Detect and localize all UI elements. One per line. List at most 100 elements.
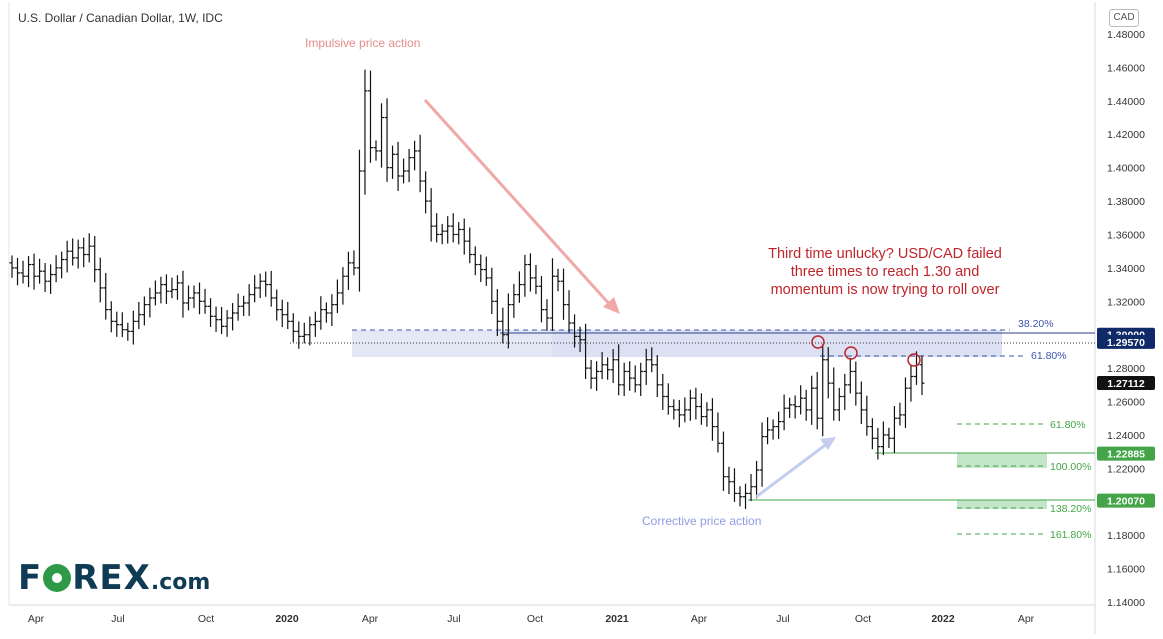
ohlc-bar (693, 387, 699, 420)
ohlc-bar (42, 263, 48, 292)
y-tick-label: 1.22000 (1107, 463, 1145, 475)
callout-line-1: Third time unlucky? USD/CAD failed (768, 246, 1002, 262)
ohlc-bar (296, 321, 302, 349)
ohlc-bar (886, 427, 892, 448)
ohlc-bar (26, 256, 32, 288)
price-tag: 1.22885 (1097, 446, 1155, 461)
ohlc-bar (908, 365, 914, 402)
ohlc-bar (891, 406, 897, 453)
price-tag-label: 1.22885 (1107, 449, 1145, 461)
forex-logo: F REX.com (18, 558, 210, 598)
ohlc-bar (605, 357, 611, 380)
ohlc-bar (439, 223, 445, 245)
impulsive-arrow (423, 98, 614, 309)
ohlc-bar (53, 255, 59, 283)
ohlc-bar (858, 381, 864, 425)
logo-letter-f: F (18, 558, 43, 598)
ohlc-bar (792, 395, 798, 419)
ohlc-bar (379, 103, 385, 168)
price-tag-label: 1.29570 (1107, 337, 1145, 349)
ohlc-bar (781, 394, 787, 431)
ohlc-bar (158, 276, 164, 304)
ohlc-bar (274, 289, 280, 321)
ohlc-bar (853, 361, 859, 406)
fib-zone-green-2 (957, 500, 1047, 509)
ohlc-bar (412, 140, 418, 171)
ohlc-bar (75, 239, 81, 269)
ohlc-bar (814, 371, 820, 430)
ohlc-bar (86, 233, 92, 263)
y-tick-label: 1.48000 (1107, 29, 1145, 41)
ohlc-bar (31, 253, 37, 290)
ohlc-bar (340, 267, 346, 305)
ohlc-bar (434, 213, 440, 243)
ohlc-bar (373, 140, 379, 161)
ohlc-bar (152, 280, 158, 306)
ohlc-bar (395, 141, 401, 191)
ohlc-bar (97, 257, 103, 303)
y-tick-label: 1.24000 (1107, 430, 1145, 442)
ohlc-bar (423, 171, 429, 214)
y-tick-label: 1.38000 (1107, 196, 1145, 208)
ohlc-bar (450, 213, 456, 243)
ohlc-bar (174, 275, 180, 300)
y-tick-label: 1.42000 (1107, 129, 1145, 141)
currency-button[interactable]: CAD (1109, 9, 1139, 27)
ohlc-bar (583, 323, 589, 380)
ohlc-bar (70, 238, 76, 266)
ohlc-bar (241, 295, 247, 316)
price-tag-label: 1.27112 (1107, 378, 1145, 390)
ohlc-bar (428, 188, 434, 242)
ohlc-bar (809, 375, 815, 425)
logo-suffix: .com (150, 570, 211, 595)
ohlc-bar (726, 466, 732, 495)
ohlc-bar (257, 273, 263, 299)
ohlc-bar (268, 270, 274, 307)
ohlc-bar (334, 279, 340, 314)
ohlc-bar (798, 385, 804, 415)
ohlc-bar (599, 352, 605, 380)
ohlc-bar (356, 149, 362, 292)
ohlc-bar (643, 348, 649, 385)
ohlc-bar (252, 275, 258, 303)
ohlc-bar (759, 422, 765, 487)
ohlc-bar (770, 419, 776, 440)
ohlc-bar (687, 389, 693, 421)
ohlc-bar (776, 411, 782, 440)
ohlc-bar (108, 301, 114, 333)
y-tick-label: 1.44000 (1107, 96, 1145, 108)
ohlc-bar (880, 421, 886, 456)
x-tick-label: Oct (527, 613, 543, 625)
fib-zone-green-1 (957, 453, 1047, 468)
peak-circle-2 (844, 346, 858, 360)
annotation-corrective: Corrective price action (642, 514, 761, 528)
ohlc-bar (461, 218, 467, 255)
ohlc-bar (731, 468, 737, 502)
y-tick-label: 1.34000 (1107, 263, 1145, 275)
fib-label-38: 38.20% (1018, 318, 1054, 330)
ohlc-bar (836, 387, 842, 422)
ohlc-bar (81, 237, 87, 268)
ohlc-bar (406, 148, 412, 183)
ohlc-bar (130, 310, 136, 345)
ohlc-bar (621, 362, 627, 397)
ohlc-bar (743, 483, 749, 509)
x-tick-label: Jul (776, 613, 789, 625)
ohlc-bar (345, 251, 351, 290)
price-tag: 1.20070 (1097, 493, 1155, 508)
ohlc-bar (610, 349, 616, 383)
ohlc-bar (494, 289, 500, 337)
x-tick-label: Oct (198, 613, 214, 625)
y-tick-label: 1.18000 (1107, 530, 1145, 542)
fib-label-618-lower: 61.80% (1050, 419, 1086, 431)
ohlc-bar (180, 270, 186, 318)
ohlc-bar (527, 253, 533, 292)
peak-circle-1 (811, 335, 825, 349)
x-tick-label: Jul (111, 613, 124, 625)
ohlc-bar (285, 301, 291, 330)
y-tick-label: 1.32000 (1107, 296, 1145, 308)
ohlc-bar (516, 271, 522, 303)
ohlc-bar (483, 256, 489, 286)
y-tick-label: 1.14000 (1107, 597, 1145, 609)
